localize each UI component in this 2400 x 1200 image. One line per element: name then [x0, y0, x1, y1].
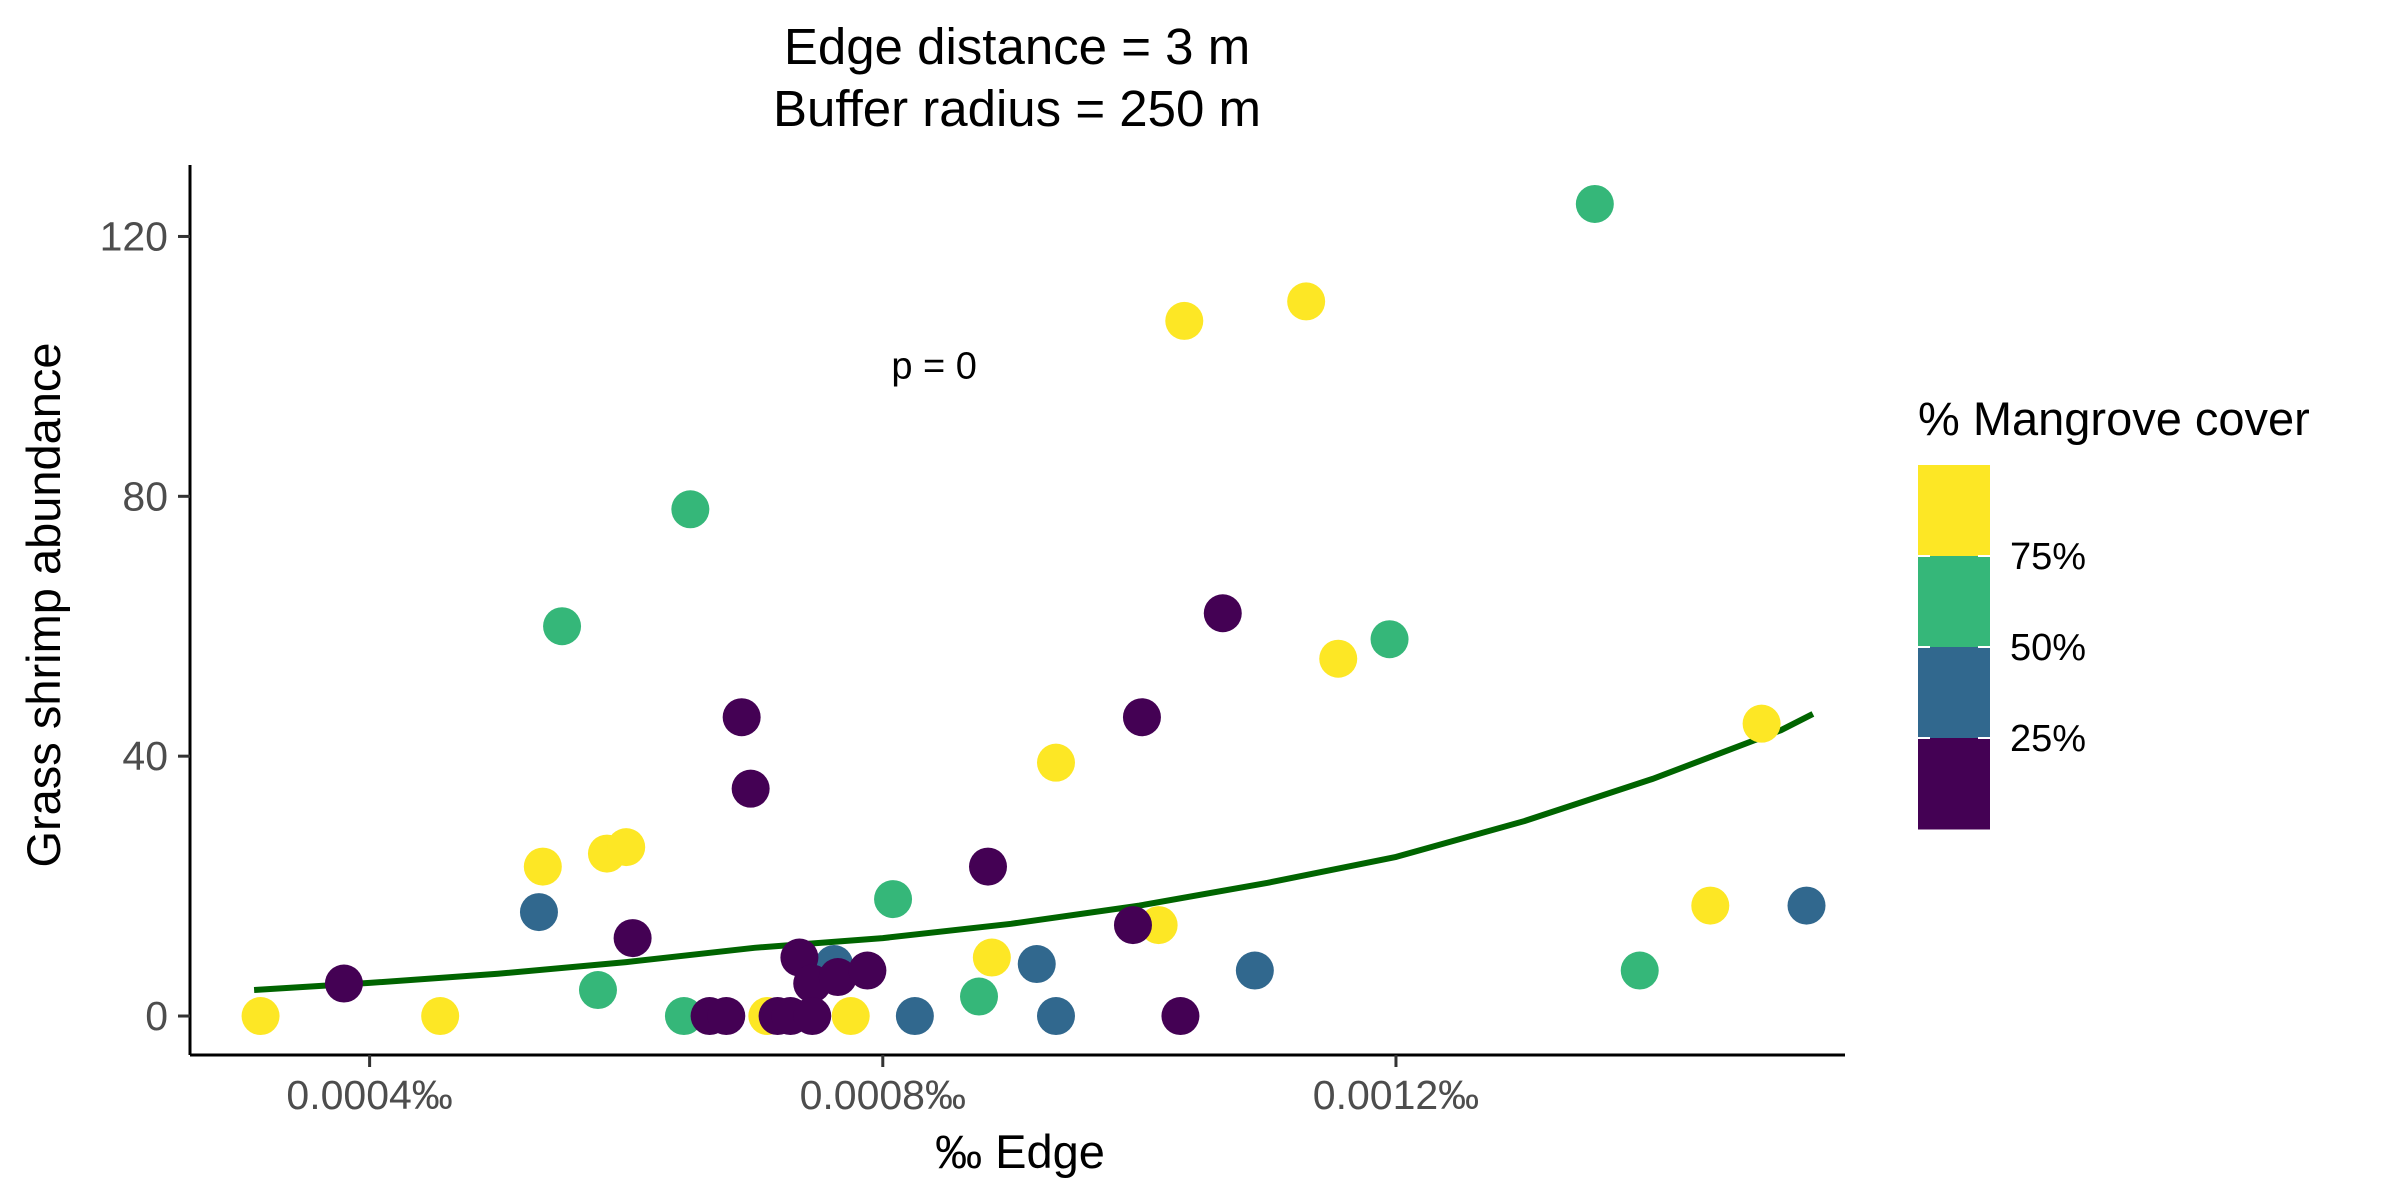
legend-label: 25% — [2010, 718, 2086, 760]
data-point-yellow — [1287, 282, 1326, 321]
p-value-annotation: p = 0 — [891, 345, 977, 387]
data-point-yellow — [1319, 639, 1358, 678]
data-point-blue — [1036, 997, 1075, 1036]
annotation-layer: p = 0 — [891, 345, 977, 387]
chart-title: Edge distance = 3 m — [784, 18, 1250, 75]
data-point-purple — [968, 847, 1007, 886]
legend-swatch — [1918, 465, 1990, 557]
data-point-purple — [613, 919, 652, 958]
title-group: Edge distance = 3 m Buffer radius = 250 … — [773, 18, 1261, 137]
data-point-green — [543, 607, 582, 646]
fit-layer — [253, 711, 1815, 993]
legend-title: % Mangrove cover — [1918, 392, 2310, 445]
legend-label: 75% — [2010, 536, 2086, 578]
y-tick-label: 80 — [122, 473, 168, 519]
data-point-blue — [519, 893, 558, 932]
data-point-green — [1575, 184, 1614, 223]
data-point-yellow — [1036, 743, 1075, 782]
data-point-purple — [731, 769, 770, 808]
data-point-yellow — [831, 997, 870, 1036]
data-point-green — [578, 971, 617, 1010]
axis-title-layer: ‰ Edge Grass shrimp abundance — [17, 342, 1105, 1178]
data-point-purple — [1122, 698, 1161, 737]
axes-layer: 0 40 80 120 0.0004‰ 0.0008‰ 0.0012‰ — [100, 165, 1845, 1118]
legend-swatch — [1918, 738, 1990, 830]
chart-subtitle: Buffer radius = 250 m — [773, 80, 1261, 137]
data-point-blue — [1787, 886, 1826, 925]
y-tick-label: 0 — [145, 993, 168, 1039]
x-axis-title: ‰ Edge — [935, 1125, 1105, 1178]
data-point-green — [960, 977, 999, 1016]
data-point-purple — [793, 997, 832, 1036]
data-point-yellow — [972, 938, 1011, 977]
data-point-purple — [1161, 997, 1200, 1036]
data-point-purple — [722, 698, 761, 737]
points-layer — [241, 184, 1826, 1036]
data-point-yellow — [1742, 704, 1781, 743]
data-point-green — [1370, 620, 1409, 659]
data-point-yellow — [523, 847, 562, 886]
data-point-blue — [895, 997, 934, 1036]
data-point-blue — [1017, 945, 1056, 984]
data-point-green — [1620, 951, 1659, 990]
data-point-yellow — [1691, 886, 1730, 925]
y-tick-label: 120 — [100, 213, 168, 259]
data-point-yellow — [1165, 301, 1204, 340]
data-point-purple — [818, 958, 857, 997]
legend-label: 50% — [2010, 627, 2086, 669]
legend-swatch — [1918, 556, 1990, 648]
data-point-yellow — [421, 997, 460, 1036]
data-point-purple — [1203, 594, 1242, 633]
x-tick-label: 0.0004‰ — [286, 1072, 452, 1118]
data-point-purple — [848, 951, 887, 990]
legend: % Mangrove cover 75% 50% 25% — [1918, 392, 2310, 830]
data-point-yellow — [241, 997, 280, 1036]
data-point-green — [874, 880, 913, 919]
data-point-purple — [1113, 906, 1152, 945]
data-point-purple — [707, 997, 746, 1036]
x-tick-label: 0.0008‰ — [800, 1072, 966, 1118]
y-axis-title: Grass shrimp abundance — [17, 342, 70, 867]
data-point-green — [671, 490, 710, 529]
fit-line — [253, 711, 1815, 993]
data-point-blue — [1235, 951, 1274, 990]
x-tick-label: 0.0012‰ — [1313, 1072, 1479, 1118]
legend-swatch — [1918, 647, 1990, 739]
y-tick-label: 40 — [122, 733, 168, 779]
data-point-purple — [324, 964, 363, 1003]
data-point-yellow — [607, 828, 646, 867]
